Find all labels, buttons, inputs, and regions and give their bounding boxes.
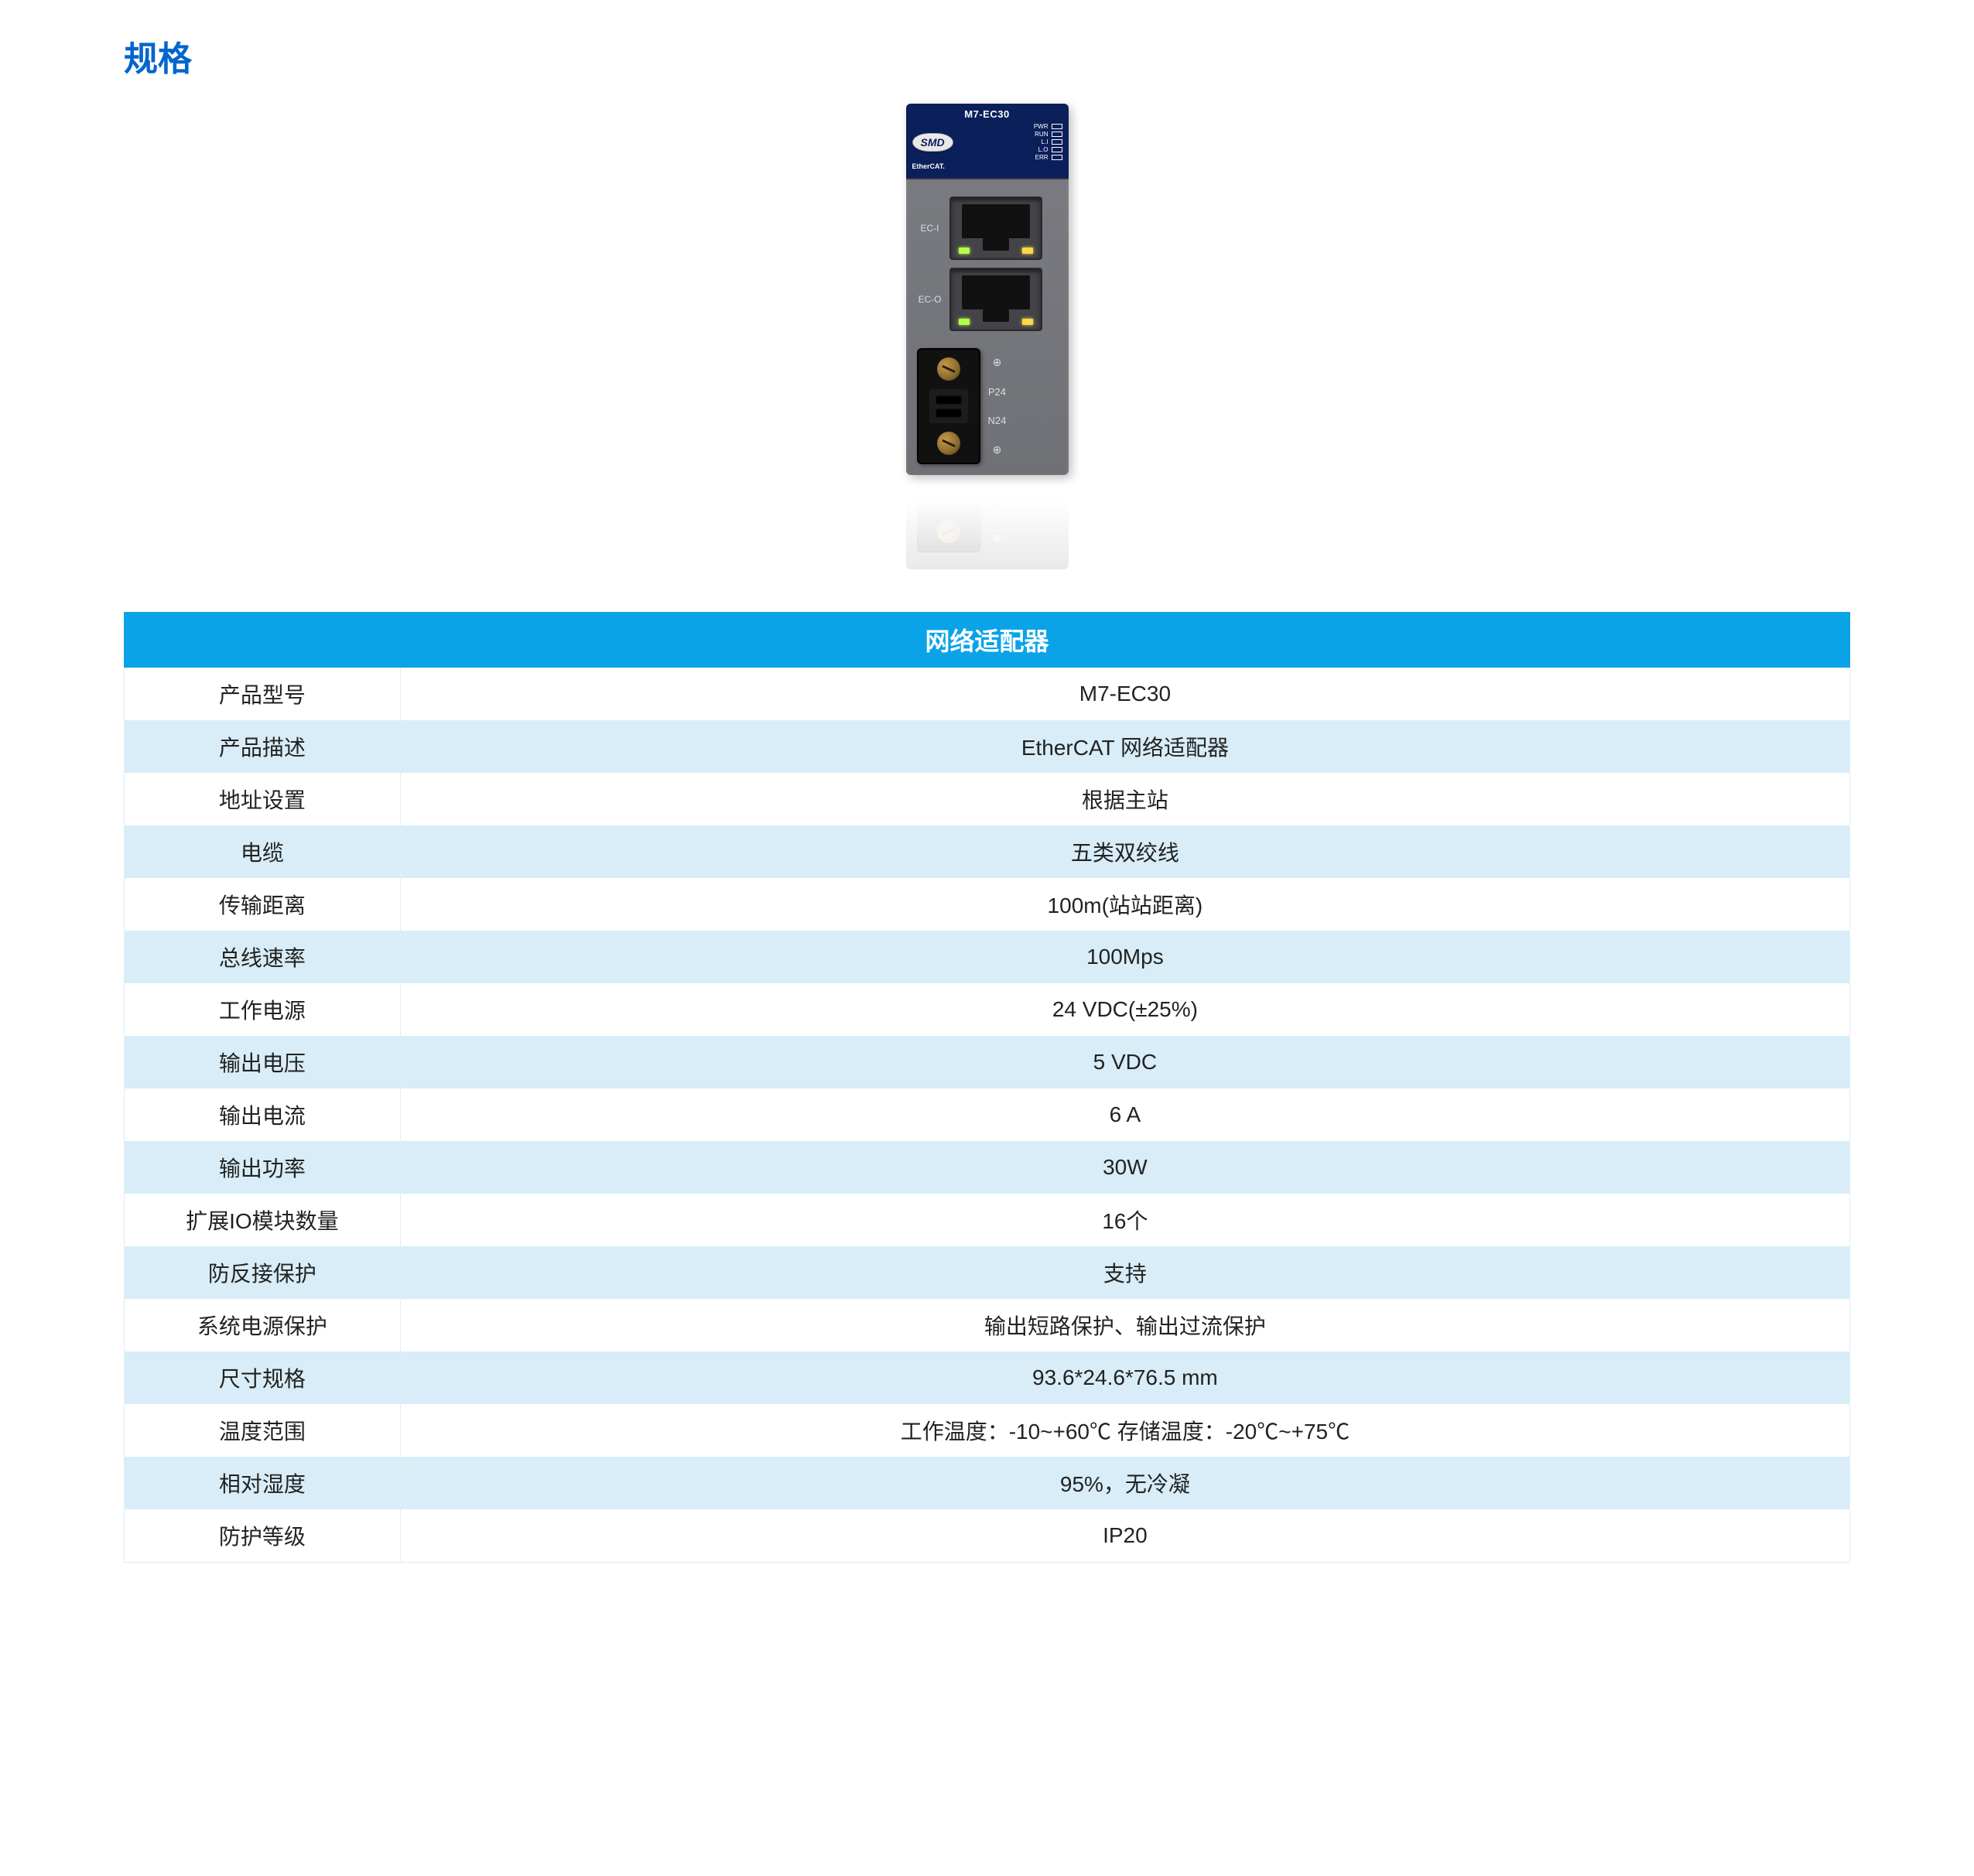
- table-row: 产品型号M7-EC30: [125, 668, 1850, 721]
- table-row: 防反接保护支持: [125, 1246, 1850, 1299]
- spec-label-cell: 系统电源保护: [125, 1299, 401, 1351]
- led-label: ERR: [1035, 154, 1049, 161]
- spec-table-header: 网络适配器: [125, 613, 1850, 668]
- table-row: 温度范围工作温度：-10~+60℃ 存储温度：-20℃~+75℃: [125, 1404, 1850, 1457]
- led-indicator-icon: [1052, 155, 1062, 160]
- table-row: 电缆五类双绞线: [125, 825, 1850, 878]
- connector-icon: [929, 389, 968, 423]
- table-row: 传输距离100m(站站距离): [125, 878, 1850, 931]
- spec-label-cell: 温度范围: [125, 1404, 401, 1457]
- table-row: 防护等级IP20: [125, 1509, 1850, 1563]
- spec-value-cell: 根据主站: [400, 773, 1849, 825]
- spec-table: 网络适配器 产品型号M7-EC30产品描述EtherCAT 网络适配器地址设置根…: [124, 612, 1850, 1563]
- table-row: 地址设置根据主站: [125, 773, 1850, 825]
- spec-label-cell: 防护等级: [125, 1509, 401, 1563]
- port-in-label: EC-I: [917, 223, 943, 234]
- table-row: 系统电源保护输出短路保护、输出过流保护: [125, 1299, 1850, 1351]
- spec-label-cell: 总线速率: [125, 931, 401, 983]
- spec-value-cell: 93.6*24.6*76.5 mm: [400, 1351, 1849, 1404]
- spec-value-cell: 16个: [400, 1194, 1849, 1246]
- power-terminal-block: ⊕ P24 N24 ⊕: [917, 348, 1058, 464]
- product-image-area: M7-EC30 SMD PWR RUN L.I L.O ERR EtherCAT…: [124, 104, 1850, 573]
- spec-label-cell: 尺寸规格: [125, 1351, 401, 1404]
- page-title: 规格: [124, 31, 1850, 80]
- spec-label-cell: 输出功率: [125, 1141, 401, 1194]
- led-indicator-icon: [1052, 132, 1062, 137]
- device-header: M7-EC30 SMD PWR RUN L.I L.O ERR EtherCAT…: [906, 104, 1069, 179]
- spec-value-cell: 30W: [400, 1141, 1849, 1194]
- led-indicator-icon: [1052, 139, 1062, 145]
- spec-label-cell: 输出电流: [125, 1088, 401, 1141]
- table-row: 输出功率30W: [125, 1141, 1850, 1194]
- led-label: RUN: [1035, 131, 1048, 138]
- power-symbol: ⊕: [993, 443, 1002, 456]
- table-row: 相对湿度95%，无冷凝: [125, 1457, 1850, 1509]
- spec-value-cell: 输出短路保护、输出过流保护: [400, 1299, 1849, 1351]
- table-row: 扩展IO模块数量16个: [125, 1194, 1850, 1246]
- spec-value-cell: 100m(站站距离): [400, 878, 1849, 931]
- device-illustration: M7-EC30 SMD PWR RUN L.I L.O ERR EtherCAT…: [906, 104, 1069, 569]
- led-label: PWR: [1034, 123, 1049, 130]
- spec-value-cell: 支持: [400, 1246, 1849, 1299]
- screw-icon: [937, 357, 960, 381]
- led-indicator-icon: [1052, 124, 1062, 129]
- spec-label-cell: 产品描述: [125, 720, 401, 773]
- brand-logo-badge: SMD: [912, 133, 953, 152]
- spec-value-cell: 6 A: [400, 1088, 1849, 1141]
- spec-label-cell: 输出电压: [125, 1036, 401, 1088]
- spec-label-cell: 相对湿度: [125, 1457, 401, 1509]
- spec-value-cell: M7-EC30: [400, 668, 1849, 721]
- spec-label-cell: 传输距离: [125, 878, 401, 931]
- power-p24-label: P24: [988, 386, 1006, 398]
- power-symbol: ⊕: [993, 356, 1002, 369]
- spec-label-cell: 防反接保护: [125, 1246, 401, 1299]
- screw-icon: [937, 432, 960, 455]
- power-terminal-icon: [917, 348, 980, 464]
- device-model-label: M7-EC30: [912, 108, 1062, 120]
- spec-value-cell: 5 VDC: [400, 1036, 1849, 1088]
- spec-label-cell: 地址设置: [125, 773, 401, 825]
- spec-value-cell: 24 VDC(±25%): [400, 983, 1849, 1036]
- spec-value-cell: IP20: [400, 1509, 1849, 1563]
- table-row: 产品描述EtherCAT 网络适配器: [125, 720, 1850, 773]
- reflection-decoration: ⊕P24N24⊕: [906, 477, 1069, 569]
- spec-label-cell: 产品型号: [125, 668, 401, 721]
- rj45-port-icon: [949, 196, 1042, 260]
- rj45-port-icon: [949, 268, 1042, 331]
- power-n24-label: N24: [988, 415, 1007, 426]
- spec-value-cell: 95%，无冷凝: [400, 1457, 1849, 1509]
- table-row: 输出电压5 VDC: [125, 1036, 1850, 1088]
- spec-value-cell: EtherCAT 网络适配器: [400, 720, 1849, 773]
- led-indicator-icon: [1052, 147, 1062, 152]
- spec-value-cell: 100Mps: [400, 931, 1849, 983]
- port-out-label: EC-O: [917, 294, 943, 305]
- table-row: 工作电源24 VDC(±25%): [125, 983, 1850, 1036]
- table-row: 总线速率100Mps: [125, 931, 1850, 983]
- ethercat-label: EtherCAT.: [912, 162, 945, 170]
- spec-value-cell: 五类双绞线: [400, 825, 1849, 878]
- spec-table-body: 产品型号M7-EC30产品描述EtherCAT 网络适配器地址设置根据主站电缆五…: [125, 668, 1850, 1563]
- spec-value-cell: 工作温度：-10~+60℃ 存储温度：-20℃~+75℃: [400, 1404, 1849, 1457]
- table-row: 尺寸规格93.6*24.6*76.5 mm: [125, 1351, 1850, 1404]
- led-label: L.I: [1042, 138, 1049, 145]
- led-label: L.O: [1038, 146, 1049, 153]
- spec-label-cell: 扩展IO模块数量: [125, 1194, 401, 1246]
- table-row: 输出电流6 A: [125, 1088, 1850, 1141]
- status-led-column: PWR RUN L.I L.O ERR: [1034, 123, 1062, 161]
- spec-label-cell: 工作电源: [125, 983, 401, 1036]
- spec-label-cell: 电缆: [125, 825, 401, 878]
